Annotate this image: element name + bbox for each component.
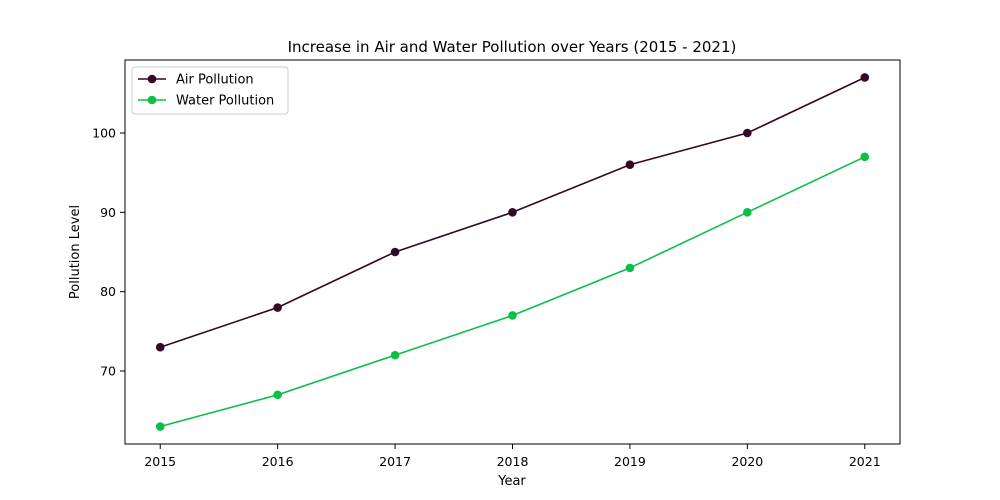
x-tick-label: 2017 bbox=[379, 454, 411, 469]
data-point-water-pollution bbox=[273, 390, 282, 400]
data-point-water-pollution bbox=[155, 422, 165, 431]
legend-box bbox=[131, 66, 289, 115]
x-tick-label: 2019 bbox=[614, 454, 646, 469]
y-tick-label: 90 bbox=[100, 205, 116, 220]
series-air-pollution bbox=[155, 73, 870, 352]
x-axis: 2015 2016 2017 2018 2019 2020 2021 bbox=[144, 444, 881, 469]
y-tick-label: 80 bbox=[100, 284, 116, 299]
legend-label: Water Pollution bbox=[176, 94, 274, 109]
data-point-air-pollution bbox=[155, 342, 165, 352]
chart-title: Increase in Air and Water Pollution over… bbox=[288, 38, 737, 56]
y-axis: 70 80 90 100 bbox=[92, 125, 125, 379]
y-tick-label: 70 bbox=[100, 364, 116, 379]
data-point-air-pollution bbox=[508, 208, 517, 217]
plot-area-frame bbox=[124, 59, 901, 445]
legend-label: Air Pollution bbox=[176, 73, 254, 88]
data-point-air-pollution bbox=[743, 128, 752, 138]
data-point-air-pollution bbox=[625, 160, 635, 170]
data-point-water-pollution bbox=[625, 263, 635, 273]
series-line-water-pollution bbox=[159, 156, 866, 428]
x-tick-label: 2016 bbox=[262, 454, 294, 469]
legend-item-air-pollution: Air Pollution bbox=[138, 73, 254, 88]
data-point-water-pollution bbox=[743, 208, 752, 217]
x-tick-label: 2021 bbox=[849, 454, 881, 469]
series-water-pollution bbox=[155, 152, 870, 431]
data-point-water-pollution bbox=[860, 152, 870, 162]
series-layer bbox=[155, 73, 870, 431]
data-point-water-pollution bbox=[508, 311, 517, 320]
y-tick-label: 100 bbox=[92, 125, 116, 140]
y-axis-label: Pollution Level bbox=[68, 205, 83, 299]
legend-marker bbox=[147, 95, 157, 105]
data-point-air-pollution bbox=[390, 247, 400, 257]
legend: Air Pollution Water Pollution bbox=[131, 66, 289, 115]
legend-marker bbox=[147, 74, 157, 84]
x-tick-label: 2018 bbox=[497, 454, 529, 469]
x-tick-label: 2020 bbox=[731, 454, 763, 469]
x-axis-label: Year bbox=[497, 474, 526, 489]
data-point-air-pollution bbox=[860, 73, 870, 82]
legend-item-water-pollution: Water Pollution bbox=[138, 94, 274, 109]
data-point-air-pollution bbox=[273, 303, 282, 312]
x-tick-label: 2015 bbox=[144, 454, 176, 469]
data-point-water-pollution bbox=[390, 350, 400, 360]
